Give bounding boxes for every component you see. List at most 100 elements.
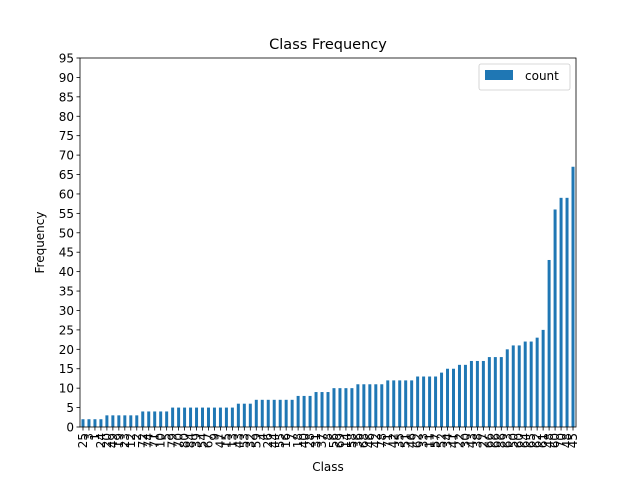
x-tick-label: 54 [196,433,210,448]
legend-swatch [485,70,513,80]
x-tick-label: 15 [219,433,233,448]
bar [218,407,222,427]
x-tick-label: 63 [500,433,514,448]
bar [230,407,234,427]
bar [481,360,485,427]
bar [266,399,270,427]
bar [547,259,551,427]
x-tick-label: 40 [297,433,311,448]
x-tick-label: 62 [411,433,425,448]
y-axis-label: Frequency [33,212,47,274]
bar [260,399,264,427]
x-tick-label: 35 [393,433,407,448]
x-tick-label: 68 [357,433,371,448]
bar [254,399,258,427]
x-tick-label: 27 [476,433,490,448]
x-tick-label: 22 [452,433,466,448]
x-tick-label: 60 [548,433,562,448]
bar [541,329,545,427]
x-tick-label: 32 [243,433,257,448]
bar [475,360,479,427]
x-tick-label: 71 [148,433,162,448]
x-tick-label: 56 [327,433,341,448]
bar [440,372,444,427]
x-tick-label: 9 [207,433,221,441]
bar [422,376,426,427]
bar [374,384,378,427]
x-tick-label: 60 [512,433,526,448]
bar [201,407,204,427]
y-axis: 0 5 10 15 20 25 30 35 40 45 50 55 60 65 70 75 80 85 90 95 [59,52,80,435]
x-tick-label: 31 [309,433,323,448]
y-tick-label: 70 [59,149,74,163]
bar [242,403,246,427]
x-tick-label: 5 [160,433,174,441]
x-tick-label: 59 [249,433,263,448]
x-tick-label: 20 [100,433,114,448]
bar [344,388,348,427]
x-tick-label: 3 [82,433,96,441]
bar [177,407,181,427]
bar [505,349,509,427]
bar [469,360,473,427]
y-tick-label: 0 [66,421,74,435]
x-tick-label: 74 [142,433,156,448]
x-tick-label: 66 [482,433,496,448]
x-tick-label: 28 [303,433,317,448]
x-tick-label: 11 [423,433,437,448]
bar [165,411,169,427]
bar [326,392,330,427]
bar [141,411,145,427]
x-tick-label: 38 [470,433,484,448]
x-tick-label: 23 [118,433,132,448]
bar [284,399,288,427]
bar [195,407,199,427]
x-tick-label: 50 [506,433,520,448]
bar [410,380,414,427]
bar [338,388,342,427]
x-tick-label: 42 [387,433,401,448]
y-tick-label: 80 [59,110,74,124]
x-axis-label: Class [312,460,344,474]
x-tick-label: 65 [524,433,538,448]
y-tick-label: 55 [59,207,74,221]
x-tick-label: 52 [435,433,449,448]
bar [380,384,384,427]
x-tick-label: 86 [494,433,508,448]
bar [117,415,121,427]
x-tick-label: 62 [530,433,544,448]
x-tick-label: 14 [339,433,353,448]
x-axis: 2531242049192312272747110579708084395467… [76,427,580,448]
bar [111,415,115,427]
x-tick-label: 57 [429,433,443,448]
x-tick-label: 26 [261,433,275,448]
y-tick-label: 10 [59,382,74,396]
bar [236,403,240,427]
bar [224,407,228,427]
bar [302,395,306,427]
y-tick-label: 20 [59,343,74,357]
bar [362,384,366,427]
x-tick-label: 80 [178,433,192,448]
x-tick-label: 44 [267,433,281,448]
bar [404,380,408,427]
bar [248,403,252,427]
x-tick-label: 66 [488,433,502,448]
x-tick-label: 30 [458,433,472,448]
bar [416,376,420,427]
y-tick-label: 65 [59,168,74,182]
bar [428,376,432,427]
x-tick-label: 1 [88,433,102,441]
x-tick-label: 37 [315,433,329,448]
x-tick-label: 55 [273,433,287,448]
bar [183,407,187,427]
bar [159,411,163,427]
x-tick-label: 18 [291,433,305,448]
bar [206,407,210,427]
x-tick-label: 67 [201,433,215,448]
bar [517,345,521,427]
bar [386,380,390,427]
bar [129,415,133,427]
x-tick-label: 49 [106,433,120,448]
